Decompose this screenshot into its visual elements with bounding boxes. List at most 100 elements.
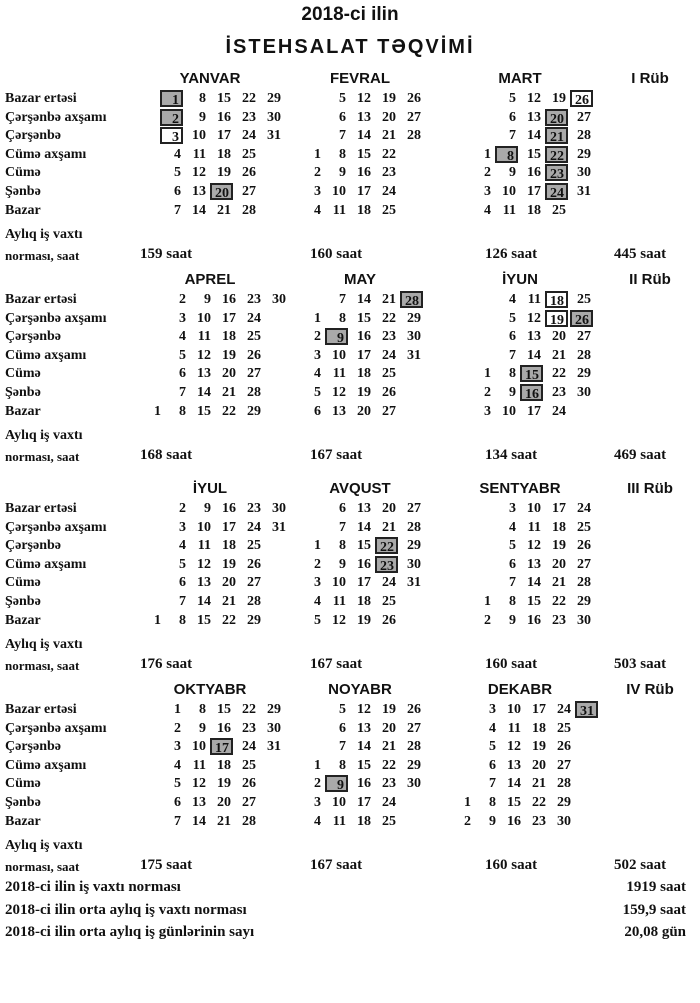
day: 16 bbox=[217, 720, 231, 736]
weekday-label: Çərşənbə axşamı bbox=[5, 109, 107, 125]
day: 7 bbox=[174, 813, 181, 829]
day: 12 bbox=[197, 556, 211, 572]
day: 15 bbox=[197, 403, 211, 419]
day: 17 bbox=[527, 403, 541, 419]
day: 4 bbox=[174, 757, 181, 773]
day: 2 bbox=[174, 720, 181, 736]
day: 7 bbox=[489, 776, 496, 792]
day: 5 bbox=[509, 91, 516, 106]
day: 22 bbox=[552, 366, 566, 382]
day: 27 bbox=[557, 757, 571, 773]
day: 16 bbox=[357, 556, 371, 572]
day: 23 bbox=[382, 329, 396, 345]
day: 6 bbox=[509, 109, 516, 125]
month-name: FEVRAL bbox=[330, 70, 390, 87]
day: 24 bbox=[552, 403, 566, 419]
weekday-label: Çərşənbə bbox=[5, 128, 61, 144]
day: 17 bbox=[357, 575, 371, 591]
day: 29 bbox=[407, 310, 421, 326]
day: 30 bbox=[407, 776, 421, 792]
day: 22 bbox=[222, 403, 236, 419]
day: 10 bbox=[192, 128, 206, 144]
day: 1 bbox=[154, 612, 161, 628]
day: 20 bbox=[357, 403, 371, 419]
day: 13 bbox=[527, 109, 541, 125]
day: 2 bbox=[314, 556, 321, 572]
annual-total-label: 2018-ci ilin iş vaxtı norması bbox=[5, 879, 181, 895]
month-norm-hours: 159 saat bbox=[140, 246, 193, 262]
day: 17 bbox=[217, 128, 231, 144]
day: 6 bbox=[179, 575, 186, 591]
holiday-day: 20 bbox=[210, 183, 233, 201]
day: 10 bbox=[192, 739, 206, 755]
day: 30 bbox=[267, 720, 281, 736]
day: 18 bbox=[217, 757, 231, 773]
day: 14 bbox=[527, 575, 541, 591]
day: 3 bbox=[179, 310, 186, 326]
month-name: YANVAR bbox=[179, 70, 241, 87]
day: 19 bbox=[222, 347, 236, 363]
month-name: DEKABR bbox=[487, 681, 553, 698]
day: 20 bbox=[222, 575, 236, 591]
weekday-label: Cümə axşamı bbox=[5, 757, 87, 773]
norm-label-line1: Aylıq iş vaxtı bbox=[5, 428, 83, 443]
day: 6 bbox=[339, 720, 346, 736]
day: 23 bbox=[382, 165, 396, 181]
day: 7 bbox=[509, 575, 516, 591]
day: 30 bbox=[272, 501, 286, 516]
day: 7 bbox=[509, 347, 516, 363]
weekday-label: Bazar bbox=[5, 202, 41, 218]
day: 23 bbox=[247, 501, 261, 516]
day: 12 bbox=[332, 385, 346, 400]
day: 20 bbox=[532, 757, 546, 773]
day: 6 bbox=[339, 109, 346, 125]
day: 10 bbox=[527, 501, 541, 516]
day: 14 bbox=[197, 385, 211, 400]
norm-label-line2: norması, saat bbox=[5, 449, 80, 464]
day: 28 bbox=[407, 739, 421, 755]
quarter-norm-hours: 445 saat bbox=[614, 246, 667, 262]
day: 9 bbox=[204, 292, 211, 307]
day: 18 bbox=[552, 519, 566, 535]
day: 29 bbox=[267, 91, 281, 106]
annual-total-label: 2018-ci ilin orta aylıq iş vaxtı norması bbox=[5, 901, 247, 918]
day: 4 bbox=[314, 366, 321, 382]
day: 25 bbox=[577, 292, 591, 307]
day: 7 bbox=[179, 594, 186, 609]
day: 15 bbox=[527, 146, 541, 162]
weekday-label: Şənbə bbox=[5, 385, 41, 400]
holiday-day: 22 bbox=[375, 537, 398, 555]
weekday-label: Cümə bbox=[5, 575, 41, 591]
day: 17 bbox=[532, 702, 546, 717]
day: 19 bbox=[222, 556, 236, 572]
day: 22 bbox=[382, 310, 396, 326]
day: 12 bbox=[527, 310, 541, 326]
day: 8 bbox=[179, 612, 186, 628]
day: 9 bbox=[509, 612, 516, 628]
weekday-label: Cümə bbox=[5, 776, 41, 792]
day: 13 bbox=[527, 556, 541, 572]
weekday-label: Şənbə bbox=[5, 184, 41, 199]
day: 4 bbox=[174, 146, 181, 162]
day: 23 bbox=[247, 292, 261, 307]
quarter-4: IV Rüb Bazar ertəsi Çərşənbə axşamı Çərşənb… bbox=[0, 681, 700, 886]
day: 13 bbox=[197, 366, 211, 382]
day: 27 bbox=[407, 720, 421, 736]
holiday-day: 21 bbox=[545, 127, 568, 145]
day: 11 bbox=[527, 292, 541, 307]
day: 3 bbox=[314, 347, 321, 363]
weekday-label: Bazar ertəsi bbox=[5, 702, 77, 717]
day: 5 bbox=[179, 347, 186, 363]
weekday-label: Cümə axşamı bbox=[5, 146, 87, 162]
day: 10 bbox=[197, 310, 211, 326]
holiday-day: 26 bbox=[570, 309, 593, 328]
day: 27 bbox=[242, 184, 256, 199]
day: 8 bbox=[339, 757, 346, 773]
day: 11 bbox=[332, 366, 346, 382]
day: 8 bbox=[339, 310, 346, 326]
day: 28 bbox=[247, 594, 261, 609]
day: 6 bbox=[174, 184, 181, 199]
day: 13 bbox=[357, 720, 371, 736]
day: 8 bbox=[179, 403, 186, 419]
day: 30 bbox=[557, 813, 571, 829]
